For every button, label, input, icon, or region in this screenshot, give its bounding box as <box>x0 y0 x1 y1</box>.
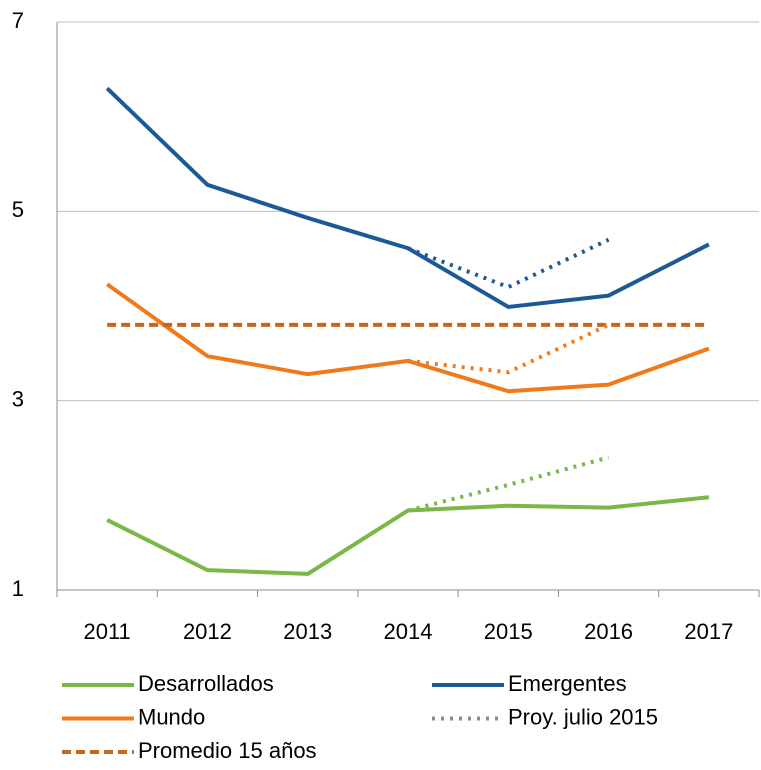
y-tick-label: 1 <box>12 576 24 601</box>
x-tick-label: 2014 <box>384 619 433 644</box>
projection-line <box>407 237 610 290</box>
y-tick-label: 7 <box>12 8 24 33</box>
x-tick-label: 2013 <box>283 619 332 644</box>
x-tick-label: 2012 <box>183 619 232 644</box>
x-tick-label: 2015 <box>484 619 533 644</box>
legend-label: Mundo <box>138 704 205 729</box>
legend-label: Emergentes <box>508 671 627 696</box>
y-tick-label: 5 <box>12 197 24 222</box>
x-tick-label: 2017 <box>684 619 733 644</box>
y-tick-label: 3 <box>12 386 24 411</box>
line <box>106 495 710 576</box>
legend-label: Proy. julio 2015 <box>508 704 658 729</box>
legend-label: Promedio 15 años <box>138 738 317 763</box>
x-tick-label: 2011 <box>83 619 130 644</box>
x-tick-label: 2016 <box>584 619 633 644</box>
line <box>105 282 710 394</box>
legend-label: Desarrollados <box>138 671 274 696</box>
projection-line <box>407 455 610 513</box>
line <box>105 86 710 309</box>
projection-line <box>407 323 610 375</box>
